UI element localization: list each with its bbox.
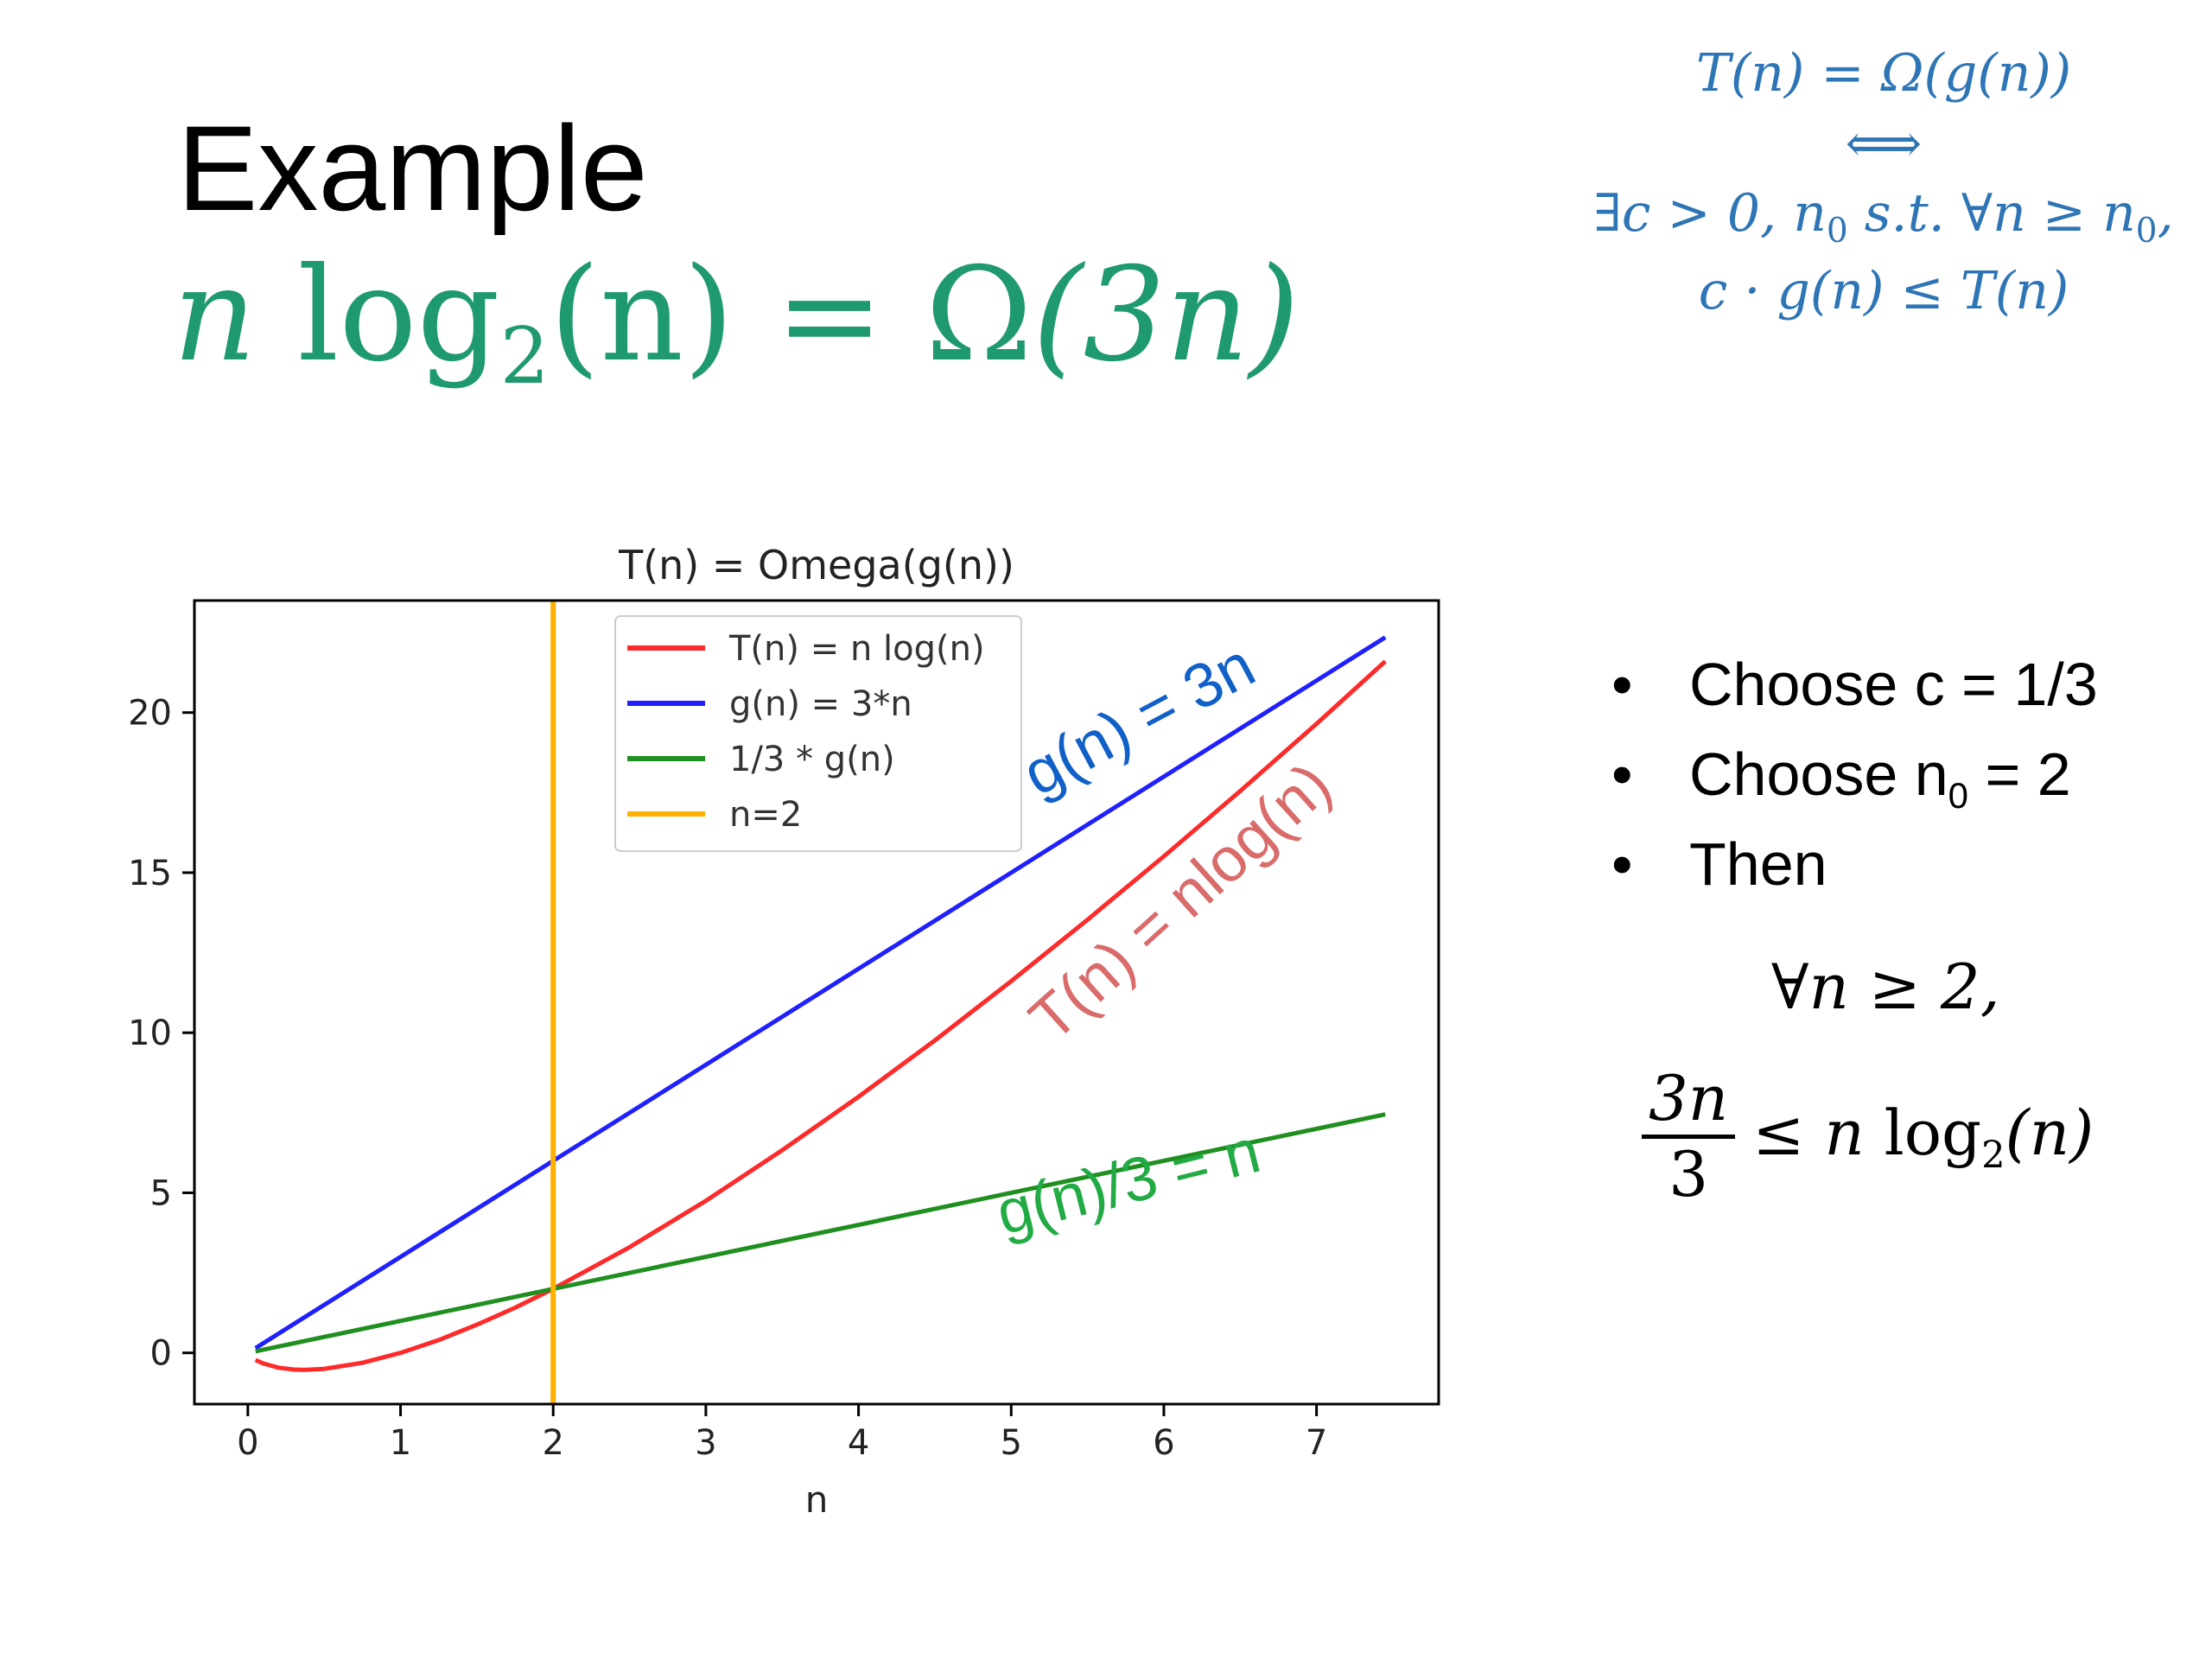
main-eq-lhs-var: n — [173, 240, 257, 391]
x-tick-label-7: 7 — [1306, 1423, 1327, 1463]
slide-title: Example — [177, 100, 648, 236]
bullet-choose-c: Choose c = 1/3 — [1611, 639, 2098, 729]
bullet-choose-n0-sub: 0 — [1948, 775, 1969, 816]
x-tick-label-5: 5 — [1001, 1423, 1022, 1463]
plot-frame — [193, 599, 1440, 1406]
inequality-log: log — [1884, 1096, 1982, 1169]
inequality-log-base: 2 — [1981, 1133, 2005, 1177]
main-eq-log: log — [297, 240, 500, 391]
definition-line-4: c · g(n) ≤ T(n) — [1698, 261, 2069, 321]
x-tick-label-0: 0 — [237, 1423, 258, 1463]
final-inequality: 3n 3 ≤ n log2(n) — [1642, 1063, 2094, 1211]
inequality-rhs-var: n — [1824, 1096, 1865, 1169]
annotation-2: g(n)/3 = n — [990, 1116, 1267, 1249]
main-eq-omega: Ω — [925, 240, 1033, 391]
y-tick-label-0: 0 — [150, 1334, 172, 1374]
bullet-then: Then — [1611, 819, 2098, 909]
legend-label-2: 1/3 * g(n) — [729, 740, 895, 779]
series-line-2 — [255, 1112, 1386, 1354]
bullet-choose-n0-post: = 2 — [1968, 741, 2071, 808]
inequality-rel: ≤ — [1752, 1096, 1805, 1169]
main-eq-log-base: 2 — [499, 311, 550, 402]
x-tick-label-3: 3 — [695, 1423, 716, 1463]
main-eq-lhs-arg: (n) — [549, 240, 734, 391]
definition-line-3-sub2: 0 — [2135, 212, 2158, 251]
series-line-1 — [254, 635, 1387, 1351]
main-eq-rhs-arg: (3n) — [1032, 240, 1300, 391]
fraction-denominator: 3 — [1669, 1137, 1708, 1211]
legend-label-3: n=2 — [729, 795, 802, 835]
definition-line-3: ∃c > 0, n0 s.t. ∀n ≥ n0, — [1573, 188, 2195, 248]
definition-line-1: T(n) = Ω(g(n)) — [1695, 43, 2072, 104]
x-tick-label-6: 6 — [1153, 1423, 1174, 1463]
bullet-choose-n0-pre: Choose n — [1689, 741, 1948, 808]
x-tick-label-4: 4 — [848, 1423, 869, 1463]
iff-symbol: ⟺ — [1845, 111, 1923, 175]
omega-chart: T(n) = Omega(g(n)) 0 1 2 3 4 5 6 7 0 5 10 15 20 n T(n) … — [128, 542, 1440, 1521]
fraction-numerator: 3n — [1642, 1063, 1736, 1139]
definition-line-3-mid: s.t. ∀n ≥ n — [1847, 183, 2136, 244]
main-eq-relation: = — [775, 240, 884, 391]
definition-line-3-pre: ∃c > 0, n — [1593, 183, 1827, 244]
x-tick-label-2: 2 — [542, 1423, 563, 1463]
x-tick-label-1: 1 — [390, 1423, 411, 1463]
legend-label-1: g(n) = 3*n — [729, 684, 912, 724]
definition-line-3-post: , — [2157, 183, 2174, 244]
forall-statement: ∀n ≥ 2, — [1771, 950, 2000, 1023]
x-axis-label: n — [805, 1478, 829, 1521]
y-tick-label-5: 5 — [150, 1173, 172, 1213]
omega-definition: T(n) = Ω(g(n)) ⟺ ∃c > 0, n0 s.t. ∀n ≥ n0… — [1573, 48, 2195, 334]
definition-line-3-sub: 0 — [1826, 212, 1848, 251]
main-equation: n log2(n) = Ω(3n) — [173, 251, 1300, 396]
legend-label-0: T(n) = n log(n) — [728, 629, 985, 669]
inequality-rhs: ≤ n log2(n) — [1752, 1096, 2094, 1177]
bullet-choose-n0: Choose n0 = 2 — [1611, 729, 2098, 819]
y-tick-label-15: 15 — [128, 854, 172, 893]
y-tick-label-10: 10 — [128, 1014, 172, 1053]
fraction: 3n 3 — [1642, 1063, 1736, 1211]
chart-title: T(n) = Omega(g(n)) — [618, 542, 1014, 588]
inequality-arg: (n) — [2005, 1096, 2094, 1169]
y-tick-label-20: 20 — [128, 694, 172, 734]
proof-bullets: Choose c = 1/3 Choose n0 = 2 Then — [1611, 639, 2098, 909]
annotation-0: g(n) = 3n — [1012, 631, 1266, 810]
legend-box — [614, 615, 1022, 852]
